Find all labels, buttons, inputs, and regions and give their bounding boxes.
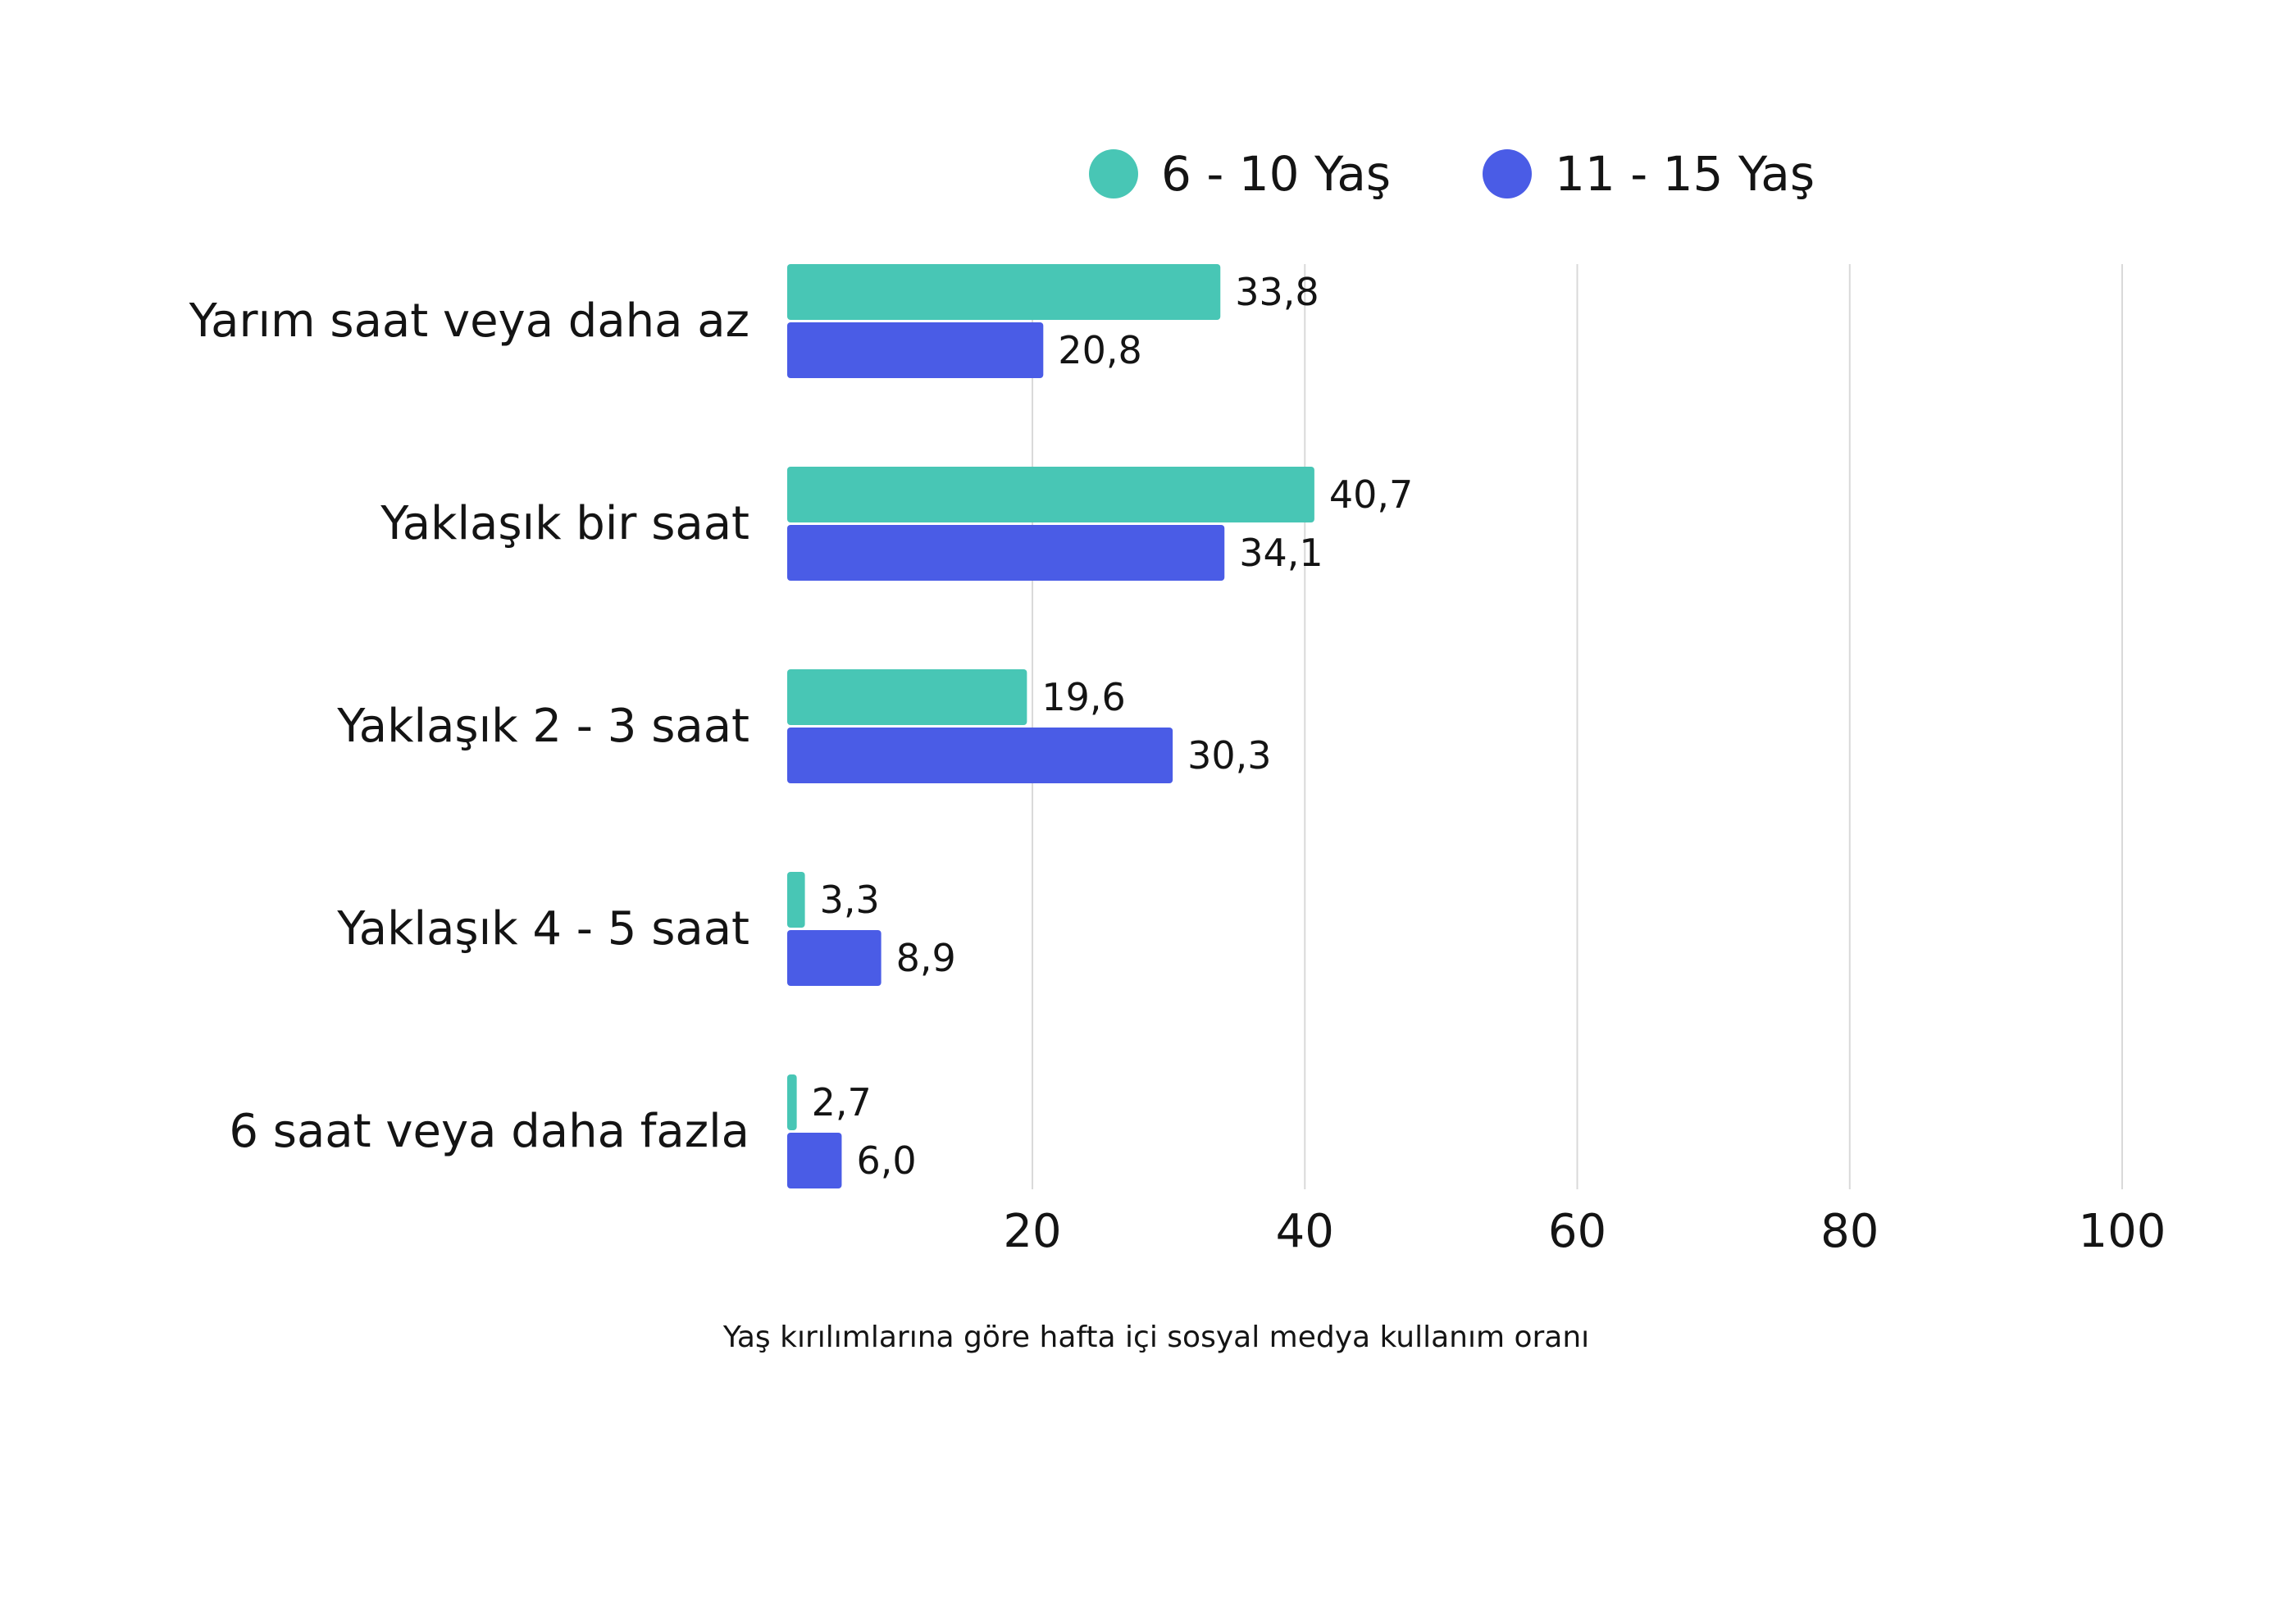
category-label-1: Yarım saat veya daha az xyxy=(189,294,749,348)
bar-series-2-category-2 xyxy=(787,525,1225,581)
x-tick-label-40: 40 xyxy=(1276,1205,1334,1258)
bar-series-1-category-4 xyxy=(787,872,805,928)
value-label-series-1-category-1: 33,8 xyxy=(1235,270,1319,314)
bar-series-2-category-4 xyxy=(787,930,882,986)
category-label-2: Yaklaşık bir saat xyxy=(380,497,749,550)
x-tick-label-100: 100 xyxy=(2079,1205,2166,1258)
legend-label-2: 11 - 15 Yaş xyxy=(1555,146,1815,202)
x-tick-label-20: 20 xyxy=(1003,1205,1061,1258)
value-label-series-2-category-2: 34,1 xyxy=(1239,531,1323,575)
bar-series-2-category-1 xyxy=(787,322,1044,378)
legend-label-1: 6 - 10 Yaş xyxy=(1161,146,1391,202)
category-label-4: Yaklaşık 4 - 5 saat xyxy=(336,902,749,956)
value-label-series-2-category-4: 8,9 xyxy=(896,936,956,980)
value-label-series-1-category-5: 2,7 xyxy=(812,1080,872,1124)
x-tick-label-60: 60 xyxy=(1548,1205,1606,1258)
value-label-series-1-category-4: 3,3 xyxy=(820,878,880,922)
bar-series-1-category-2 xyxy=(787,467,1314,522)
grid-lines xyxy=(1032,264,2123,1189)
value-label-series-2-category-3: 30,3 xyxy=(1187,733,1271,778)
bar-series-1-category-1 xyxy=(787,264,1221,320)
bar-series-2-category-3 xyxy=(787,728,1173,783)
value-labels: 33,8 20,8 40,734,1 19,6 30,3 3,3 8,9 2,7 6,0 xyxy=(812,270,1414,1183)
chart-caption: Yaş kırılımlarına göre hafta içi sosyal … xyxy=(722,1321,1589,1354)
bar-series-2-category-5 xyxy=(787,1133,842,1188)
bar-series-1-category-3 xyxy=(787,669,1027,725)
category-labels: Yarım saat veya daha az Yaklaşık bir saat… xyxy=(189,294,749,1158)
value-label-series-2-category-5: 6,0 xyxy=(856,1138,916,1183)
legend-marker-2 xyxy=(1483,149,1532,198)
legend-marker-1 xyxy=(1089,149,1138,198)
x-axis-ticks: 20 40 60 80 100 xyxy=(1003,1205,2166,1258)
value-label-series-2-category-1: 20,8 xyxy=(1058,328,1141,372)
legend: 6 - 10 Yaş 11 - 15 Yaş xyxy=(1089,146,1815,202)
bar-series-1-category-5 xyxy=(787,1074,797,1130)
category-label-3: Yaklaşık 2 - 3 saat xyxy=(336,700,749,753)
value-label-series-1-category-3: 19,6 xyxy=(1041,675,1125,719)
x-tick-label-80: 80 xyxy=(1820,1205,1879,1258)
category-label-5: 6 saat veya daha fazla xyxy=(229,1105,749,1158)
value-label-series-1-category-2: 40,7 xyxy=(1329,472,1413,517)
bars xyxy=(787,264,1314,1188)
